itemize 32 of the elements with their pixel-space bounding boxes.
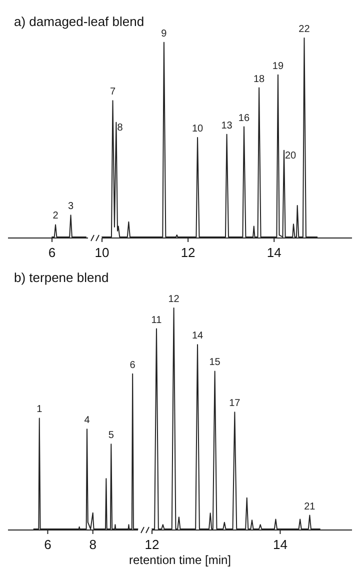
annotation: 2 [52, 210, 59, 222]
annotation: 22 [298, 24, 310, 35]
annotation: 15 [209, 357, 221, 368]
annotation: 11 [151, 314, 162, 326]
annotation: 4 [84, 415, 90, 426]
text: 3 [68, 201, 74, 212]
x-tick-label: 6 [44, 537, 52, 552]
annotation: 6 [130, 360, 136, 371]
x-tick-label: 12 [180, 245, 196, 260]
x-axis-title: retention time [min] [128, 553, 232, 567]
annotation: 17 [229, 398, 241, 410]
annotation: 16 [238, 112, 250, 124]
annotation: 10 [192, 124, 204, 134]
annotation: 20 [285, 150, 297, 162]
annotation: 7 [110, 86, 116, 98]
annotation: 14 [192, 330, 204, 342]
x-tick-label: 10 [94, 245, 110, 260]
annotation: 1 [36, 404, 43, 416]
chart-title: a) damaged-leaf blend [14, 14, 144, 29]
chart-title: b) terpene blend [14, 270, 109, 285]
x-tick-label: 14 [266, 245, 282, 260]
annotation: 18 [253, 74, 266, 85]
annotation: 12 [168, 294, 180, 305]
x-tick-label: 14 [272, 537, 288, 552]
annotation: 5 [108, 430, 114, 442]
x-tick-label: 8 [89, 537, 96, 552]
x-tick-label: 12 [144, 537, 160, 552]
annotation: 8 [117, 122, 124, 134]
annotation: 21 [304, 501, 316, 512]
annotation: 19 [272, 60, 284, 72]
annotation: 13 [221, 120, 233, 132]
annotation: 9 [161, 28, 168, 40]
